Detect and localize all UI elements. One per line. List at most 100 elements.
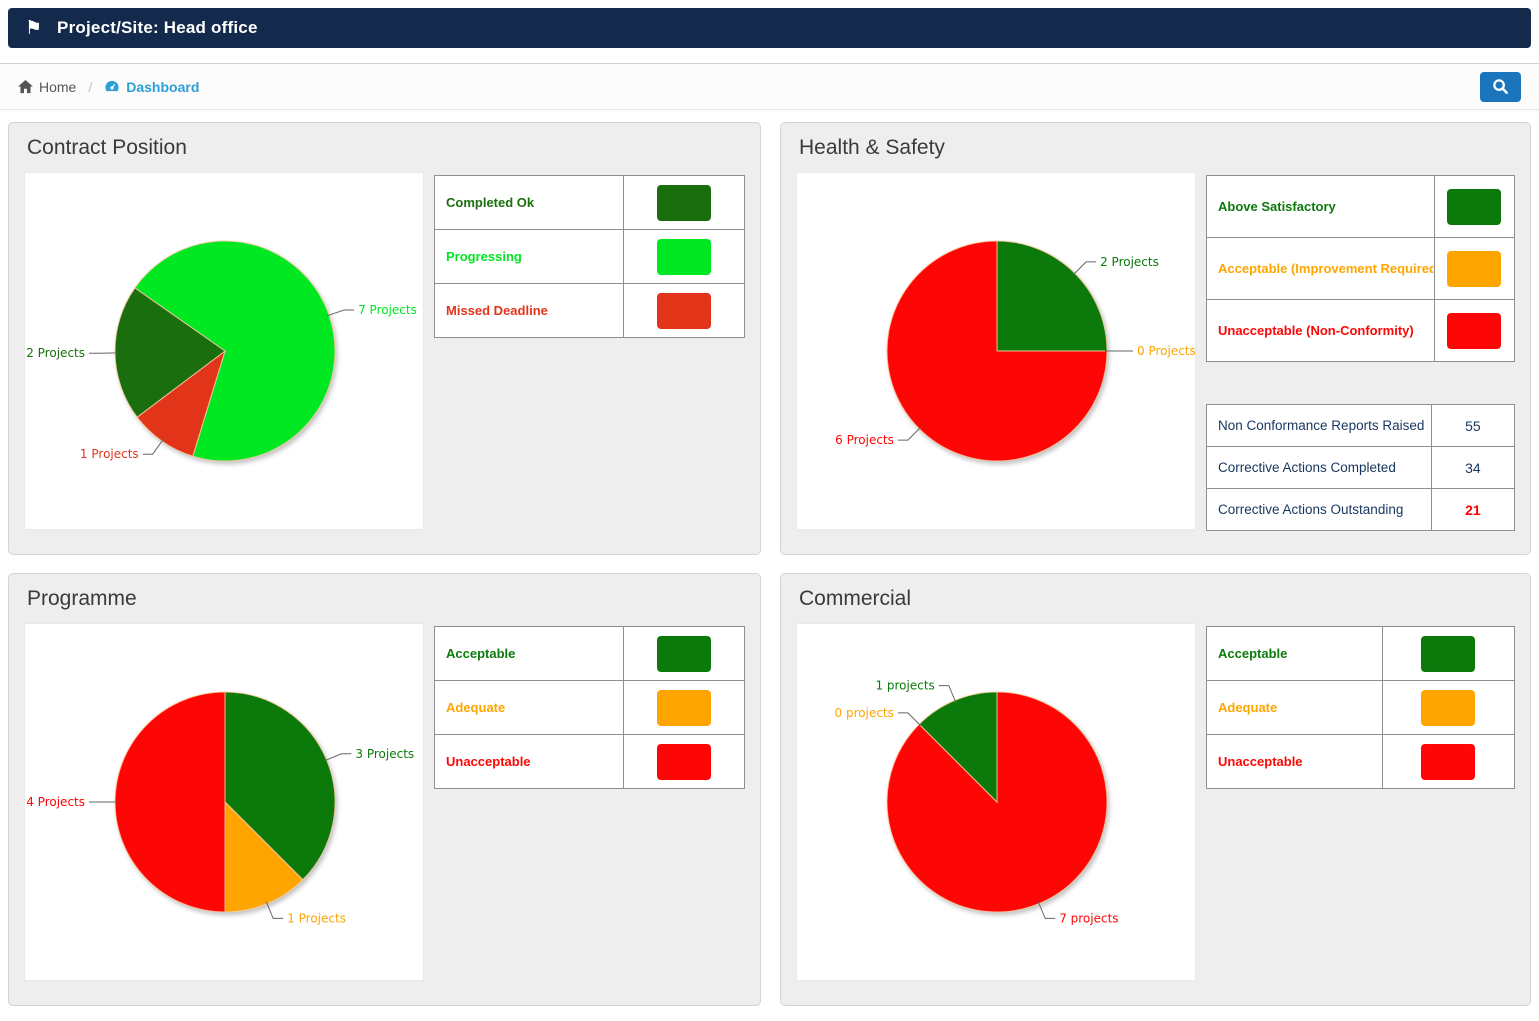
legend-row: Unacceptable (Non-Conformity)	[1207, 300, 1515, 362]
pie-label-connector	[1073, 262, 1096, 275]
legend-label: Acceptable (Improvement Required)	[1207, 238, 1435, 300]
panel-title: Commercial	[799, 586, 1515, 612]
panel-title: Programme	[27, 586, 745, 612]
stats-value: 55	[1431, 405, 1514, 447]
legend-label: Unacceptable	[435, 735, 624, 789]
breadcrumb-home-link[interactable]: Home	[18, 79, 76, 95]
legend-row: Acceptable (Improvement Required)	[1207, 238, 1515, 300]
pie-slice-label: 0 Projects	[1137, 344, 1196, 358]
legend-swatch	[1447, 251, 1501, 287]
pie-slice-label: 2 Projects	[1100, 255, 1159, 269]
legend-swatch	[657, 239, 711, 275]
breadcrumb-separator: /	[84, 79, 96, 95]
search-button[interactable]	[1480, 72, 1521, 102]
pie-slice-label: 7 projects	[1059, 911, 1118, 925]
pie-slice[interactable]	[115, 692, 225, 912]
panel-contract-position: Contract Position 7 Projects 1 Projects 2 …	[8, 122, 761, 555]
dashboard-icon	[104, 79, 120, 94]
legend-swatch-cell	[624, 681, 745, 735]
pie-label-connector	[143, 440, 163, 455]
legend-label: Adequate	[435, 681, 624, 735]
pie-slice-label: 3 Projects	[355, 747, 414, 761]
legend-label: Unacceptable (Non-Conformity)	[1207, 300, 1435, 362]
legend-swatch-cell	[624, 627, 745, 681]
legend-swatch-cell	[624, 284, 745, 338]
panel-title: Contract Position	[27, 135, 745, 161]
legend-swatch-cell	[1434, 176, 1514, 238]
breadcrumb-current-label: Dashboard	[126, 79, 199, 95]
legend-swatch	[657, 293, 711, 329]
legend-swatch-cell	[624, 230, 745, 284]
pie-chart-commercial: 7 projects 0 projects 1 projects	[796, 623, 1196, 981]
legend-label: Acceptable	[435, 627, 624, 681]
pie-slice[interactable]	[997, 241, 1107, 351]
legend-label: Acceptable	[1207, 627, 1383, 681]
legend-swatch-cell	[624, 735, 745, 789]
legend-label: Adequate	[1207, 681, 1383, 735]
home-icon	[18, 80, 33, 94]
breadcrumb-dashboard-link[interactable]: Dashboard	[104, 79, 199, 95]
legend-swatch	[1421, 744, 1475, 780]
pie-label-connector	[898, 427, 921, 440]
legend-swatch-cell	[1382, 681, 1514, 735]
legend-swatch	[657, 636, 711, 672]
legend-row: Acceptable	[1207, 627, 1515, 681]
legend-label: Completed Ok	[435, 176, 624, 230]
pie-slice-label: 1 Projects	[287, 911, 346, 925]
legend-swatch	[1421, 636, 1475, 672]
pie-chart-contract-position: 7 Projects 1 Projects 2 Projects	[24, 172, 424, 530]
legend-row: Unacceptable	[435, 735, 745, 789]
legend-swatch	[1421, 690, 1475, 726]
title-bar: ⚑ Project/Site: Head office	[8, 8, 1531, 48]
pie-slice-label: 2 Projects	[26, 346, 85, 360]
stats-value: 21	[1431, 489, 1514, 531]
pie-slice-label: 7 Projects	[358, 303, 417, 317]
legend-row: Above Satisfactory	[1207, 176, 1515, 238]
legend-swatch	[657, 744, 711, 780]
pie-chart-programme: 3 Projects 1 Projects 4 Projects	[24, 623, 424, 981]
legend-swatch-cell	[1382, 627, 1514, 681]
pie-label-connector	[898, 713, 921, 726]
panel-commercial: Commercial 7 projects 0 projects 1 project…	[780, 573, 1531, 1006]
stats-label: Corrective Actions Outstanding	[1207, 489, 1432, 531]
pie-label-connector	[266, 902, 283, 919]
pie-chart-health-safety: 2 Projects 0 Projects 6 Projects	[796, 172, 1196, 530]
pie-slice-label: 1 Projects	[80, 447, 139, 461]
legend-label: Above Satisfactory	[1207, 176, 1435, 238]
legend-swatch-cell	[1382, 735, 1514, 789]
legend-label: Progressing	[435, 230, 624, 284]
stats-label: Non Conformance Reports Raised	[1207, 405, 1432, 447]
page-title: Project/Site: Head office	[57, 18, 258, 38]
legend-label: Unacceptable	[1207, 735, 1383, 789]
legend-swatch	[657, 690, 711, 726]
pie-slice-label: 4 Projects	[26, 795, 85, 809]
dashboard-grid: Contract Position 7 Projects 1 Projects 2 …	[0, 110, 1539, 1018]
legend-swatch-cell	[1434, 238, 1514, 300]
pie-slice-label: 6 Projects	[835, 433, 894, 447]
pie-label-connector	[1038, 902, 1055, 919]
pie-label-connector	[325, 754, 352, 761]
legend-row: Unacceptable	[1207, 735, 1515, 789]
pie-label-connector	[327, 310, 354, 316]
pie-slice-label: 1 projects	[875, 679, 934, 693]
legend-swatch	[1447, 313, 1501, 349]
legend-row: Completed Ok	[435, 176, 745, 230]
breadcrumb: Home / Dashboard	[18, 79, 199, 95]
legend-swatch-cell	[624, 176, 745, 230]
pie-slice-label: 0 projects	[835, 706, 894, 720]
legend-swatch	[657, 185, 711, 221]
stats-value: 34	[1431, 447, 1514, 489]
search-icon	[1492, 78, 1509, 95]
stats-label: Corrective Actions Completed	[1207, 447, 1432, 489]
legend-row: Adequate	[435, 681, 745, 735]
legend-swatch-cell	[1434, 300, 1514, 362]
